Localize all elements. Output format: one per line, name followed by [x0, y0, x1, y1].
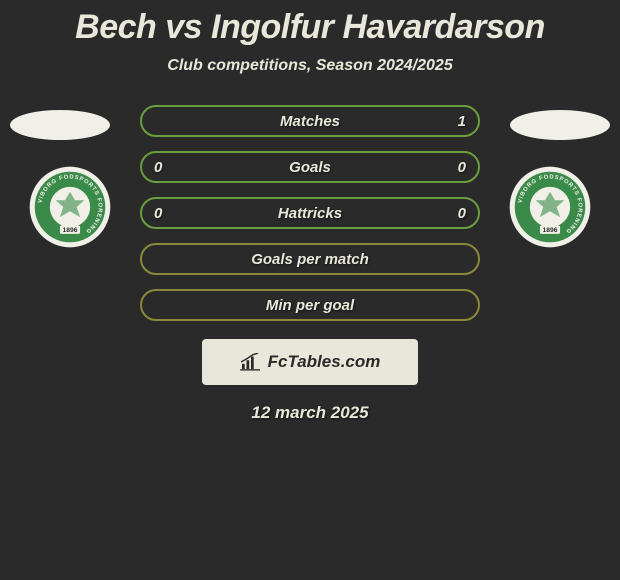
- shield-icon: VIBORG FODSPORTS FORENING 1896: [28, 165, 112, 249]
- page-title: Bech vs Ingolfur Havardarson: [0, 0, 620, 47]
- stat-value-right: 1: [458, 113, 466, 130]
- club-badge-left: VIBORG FODSPORTS FORENING 1896: [28, 165, 112, 249]
- shield-icon: VIBORG FODSPORTS FORENING 1896: [508, 165, 592, 249]
- date-label: 12 march 2025: [0, 403, 620, 423]
- subtitle: Club competitions, Season 2024/2025: [0, 57, 620, 75]
- stat-row-goals-per-match: Goals per match: [140, 243, 480, 275]
- stat-row-hattricks: 0 Hattricks 0: [140, 197, 480, 229]
- comparison-content: VIBORG FODSPORTS FORENING 1896 VIBORG FO…: [0, 105, 620, 423]
- stat-value-right: 0: [458, 205, 466, 222]
- stat-label: Min per goal: [266, 297, 354, 314]
- stat-value-right: 0: [458, 159, 466, 176]
- svg-text:1896: 1896: [543, 227, 558, 234]
- player-avatar-left: [10, 110, 110, 140]
- brand-text: FcTables.com: [268, 352, 381, 372]
- stat-value-left: 0: [154, 205, 162, 222]
- stat-value-left: 0: [154, 159, 162, 176]
- stat-label: Hattricks: [278, 205, 342, 222]
- club-badge-right: VIBORG FODSPORTS FORENING 1896: [508, 165, 592, 249]
- brand-badge[interactable]: FcTables.com: [202, 339, 418, 385]
- stat-row-matches: Matches 1: [140, 105, 480, 137]
- bar-chart-icon: [240, 353, 262, 371]
- svg-text:1896: 1896: [63, 227, 78, 234]
- stat-label: Matches: [280, 113, 340, 130]
- player-avatar-right: [510, 110, 610, 140]
- stat-row-min-per-goal: Min per goal: [140, 289, 480, 321]
- stat-label: Goals per match: [251, 251, 369, 268]
- stat-row-goals: 0 Goals 0: [140, 151, 480, 183]
- stat-rows: Matches 1 0 Goals 0 0 Hattricks 0 Goals …: [140, 105, 480, 321]
- stat-label: Goals: [289, 159, 331, 176]
